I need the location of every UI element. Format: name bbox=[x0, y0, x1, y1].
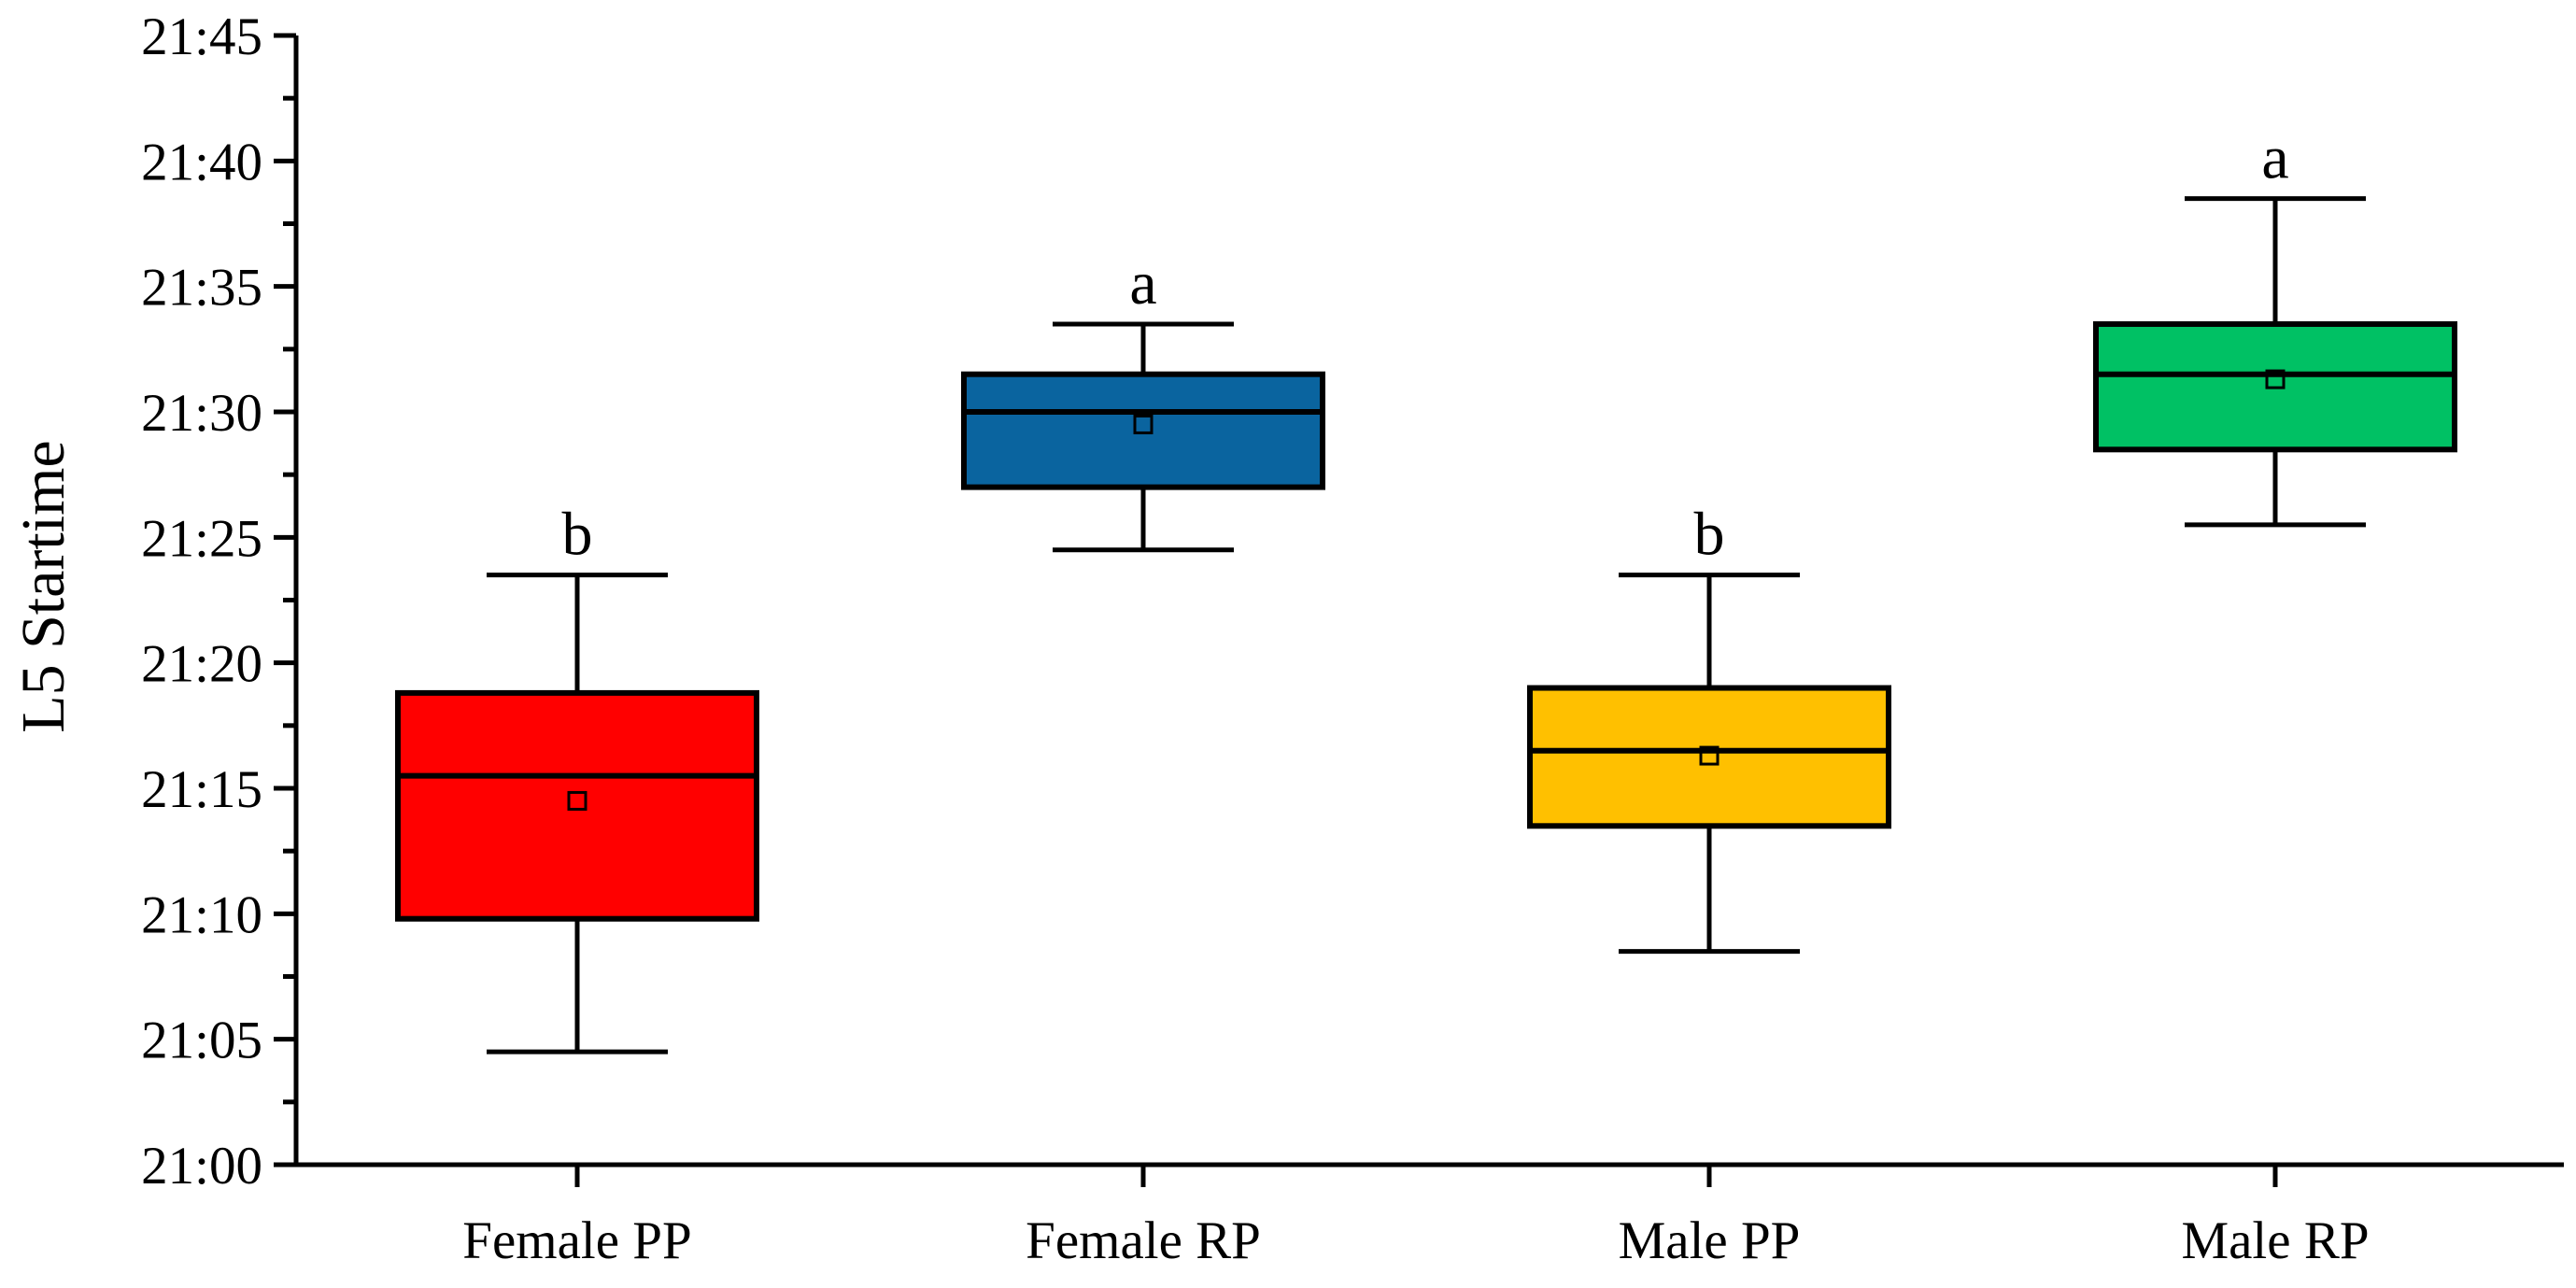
box-female-pp: b bbox=[395, 501, 759, 1054]
x-tick-label: Male PP bbox=[1619, 1211, 1801, 1270]
y-tick-label: 21:45 bbox=[141, 7, 262, 66]
y-tick-label: 21:15 bbox=[141, 760, 262, 819]
y-axis-title: L5 Startime bbox=[9, 440, 78, 732]
significance-label: a bbox=[1129, 249, 1156, 318]
y-tick-label: 21:25 bbox=[141, 509, 262, 568]
iqr-box bbox=[961, 371, 1325, 490]
x-axis-ticks: Female PP Female RP Male PP Male RP bbox=[462, 1165, 2370, 1270]
x-tick-label: Female RP bbox=[1026, 1211, 1261, 1270]
mean-marker bbox=[1133, 414, 1154, 434]
x-tick-label: Female PP bbox=[462, 1211, 691, 1270]
y-tick-label: 21:00 bbox=[141, 1137, 262, 1196]
significance-label: a bbox=[2261, 124, 2288, 192]
box-male-pp: b bbox=[1527, 501, 1891, 955]
box-series: b a b a bbox=[395, 124, 2457, 1054]
y-tick-label: 21:10 bbox=[141, 885, 262, 944]
mean-marker bbox=[1699, 745, 1720, 766]
iqr-box bbox=[395, 689, 759, 922]
y-tick-label: 21:35 bbox=[141, 259, 262, 318]
axes bbox=[293, 35, 2564, 1168]
y-tick-label: 21:05 bbox=[141, 1012, 262, 1070]
box-male-rp: a bbox=[2093, 124, 2457, 528]
box-female-rp: a bbox=[961, 249, 1325, 553]
y-tick-label: 21:40 bbox=[141, 133, 262, 191]
mean-marker bbox=[567, 790, 587, 811]
y-tick-label: 21:30 bbox=[141, 384, 262, 443]
significance-label: b bbox=[562, 501, 593, 569]
y-tick-label: 21:20 bbox=[141, 635, 262, 694]
significance-label: b bbox=[1694, 501, 1725, 569]
x-tick-label: Male RP bbox=[2181, 1211, 2369, 1270]
iqr-box bbox=[1527, 685, 1891, 829]
mean-marker bbox=[2265, 369, 2286, 389]
y-axis-ticks: 21:00 21:05 21:10 21:15 21:20 21:25 21:30 21:35… bbox=[141, 7, 296, 1196]
